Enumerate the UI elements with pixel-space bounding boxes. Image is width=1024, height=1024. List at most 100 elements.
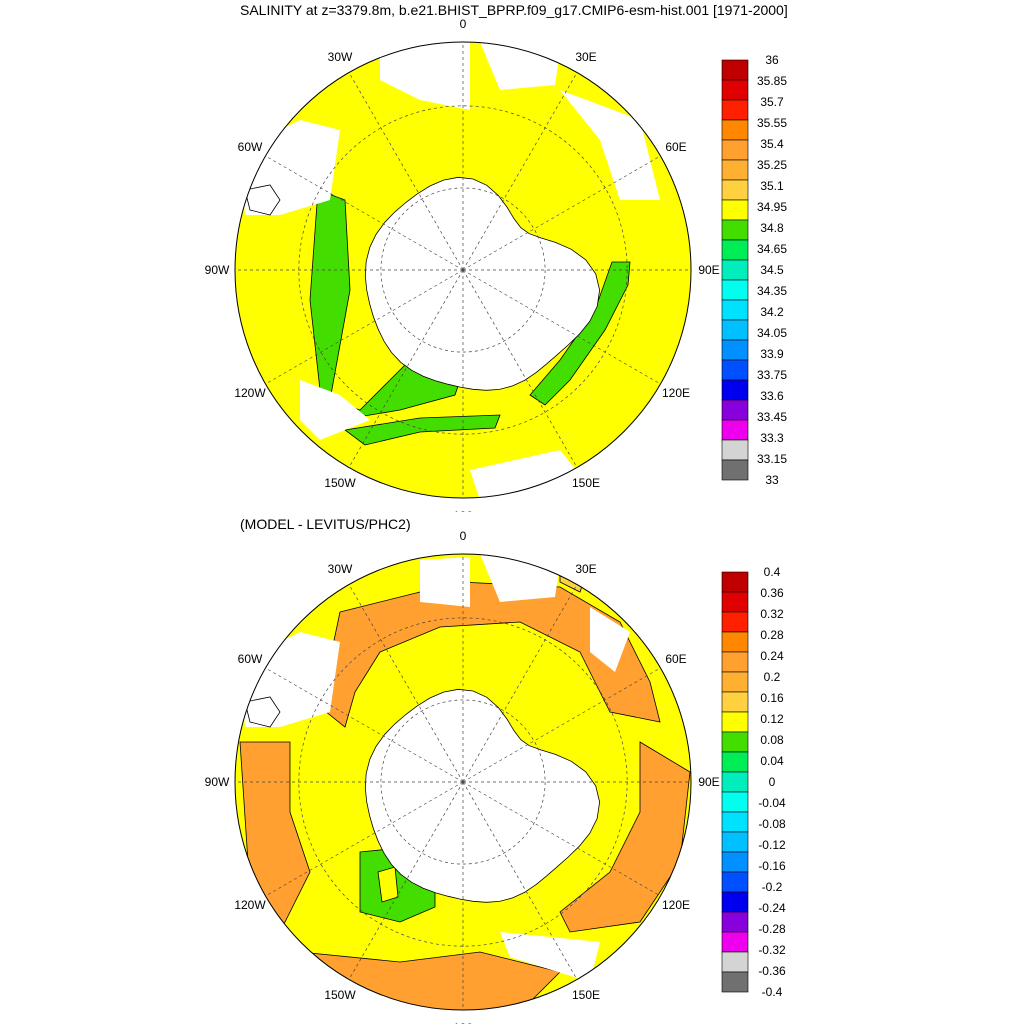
- colorbar-swatch: [721, 931, 749, 953]
- longitude-label: 30W: [328, 562, 353, 576]
- colorbar-swatch: [721, 671, 749, 693]
- colorbar-label: -0.4: [762, 985, 783, 999]
- meridian-line: [462, 781, 661, 897]
- colorbar-swatch: [721, 691, 749, 713]
- colorbar-label: 34.5: [760, 263, 784, 277]
- colorbar-swatch: [721, 631, 749, 653]
- colorbar-swatch: [721, 419, 749, 441]
- meridian-line: [462, 269, 661, 385]
- colorbar-label: 33.75: [757, 368, 787, 382]
- south-america-tip: [244, 696, 281, 728]
- antarctica-landmass: [364, 688, 601, 903]
- no-data-area: [300, 380, 370, 440]
- colorbar-label: 35.1: [760, 179, 784, 193]
- colorbar-swatch: [721, 611, 749, 633]
- colorbar-label: 0.4: [764, 565, 781, 579]
- meridian-line: [462, 781, 578, 980]
- colorbar-swatch: [721, 99, 749, 121]
- colorbar-swatch: [721, 591, 749, 613]
- difference-panel: 0 30E 60E 90E 120E 150E 180 150W 120W 90W 60W 30W 0.…: [0, 512, 1024, 1024]
- colorbar-swatch: [721, 179, 749, 201]
- colorbar-label: 35.4: [760, 137, 784, 151]
- south-america-tip: [244, 184, 281, 216]
- top-title: SALINITY at z=3379.8m, b.e21.BHIST_BPRP.…: [240, 2, 788, 18]
- longitude-label: 90E: [698, 263, 719, 277]
- colorbar-label: 35.85: [757, 74, 787, 88]
- fresh-water-region: [344, 414, 501, 446]
- colorbar-label: 0.24: [760, 649, 784, 663]
- latitude-circle: [380, 187, 546, 353]
- longitude-label: 180: [453, 1021, 473, 1024]
- colorbar-label: 0.32: [760, 607, 784, 621]
- longitude-label: 120E: [662, 898, 690, 912]
- meridian-line: [265, 667, 464, 783]
- colorbar-label: 34.35: [757, 284, 787, 298]
- colorbar-swatch: [721, 139, 749, 161]
- colorbar-label: 34.2: [760, 305, 784, 319]
- colorbar-label: 0: [769, 775, 776, 789]
- colorbar-label: -0.28: [758, 922, 786, 936]
- longitude-label: 120E: [662, 386, 690, 400]
- colorbar-label: 0.28: [760, 628, 784, 642]
- meridian-line: [265, 781, 464, 897]
- colorbar-label: 0.36: [760, 586, 784, 600]
- colorbar-swatch: [721, 299, 749, 321]
- colorbar-swatch: [721, 259, 749, 281]
- colorbar-swatch: [721, 119, 749, 141]
- colorbar-swatch: [721, 731, 749, 753]
- no-data-area: [500, 932, 600, 982]
- map-boundary: [234, 41, 692, 499]
- meridian-line: [265, 155, 464, 271]
- colorbar-swatch: [721, 219, 749, 241]
- meridian-line: [462, 155, 661, 271]
- longitude-label: 30W: [328, 50, 353, 64]
- no-data-area: [380, 42, 470, 110]
- salinity-panel: 0 30E 60E 90E 120E 150E 180 150W 120W 90W 60W 30W 36…: [205, 17, 788, 512]
- colorbar-swatch: [721, 319, 749, 341]
- colorbar-swatch: [721, 79, 749, 101]
- longitude-label: 150E: [572, 988, 600, 1002]
- colorbar-swatch: [721, 279, 749, 301]
- meridian-line: [462, 667, 661, 783]
- longitude-label: 0: [460, 529, 467, 543]
- colorbar-swatch: [721, 199, 749, 221]
- longitude-label: 30E: [575, 50, 596, 64]
- colorbar-swatch: [721, 831, 749, 853]
- colorbar-label: 0.16: [760, 691, 784, 705]
- colorbar-swatch: [721, 651, 749, 673]
- colorbar-label: 33.9: [760, 347, 784, 361]
- colorbar-label: 33: [765, 473, 779, 487]
- colorbar-swatch: [721, 751, 749, 773]
- meridian-line: [462, 269, 578, 468]
- longitude-label: 120W: [234, 386, 266, 400]
- colorbar-label: 35.7: [760, 95, 784, 109]
- positive-anomaly-region: [319, 581, 661, 728]
- longitude-label: 90W: [205, 775, 230, 789]
- meridian-line: [348, 72, 464, 271]
- colorbar-swatch: [721, 851, 749, 873]
- colorbar-swatch: [721, 811, 749, 833]
- longitude-label: 150W: [324, 476, 356, 490]
- longitude-label: 150W: [324, 988, 356, 1002]
- map-boundary: [234, 553, 692, 1011]
- colorbar-label: 33.6: [760, 389, 784, 403]
- longitude-label: 30E: [575, 562, 596, 576]
- colorbar-label: 33.3: [760, 431, 784, 445]
- colorbar-label: -0.16: [758, 859, 786, 873]
- colorbar-swatch: [721, 59, 749, 81]
- longitude-label: 120W: [234, 898, 266, 912]
- colorbar-label: 35.25: [757, 158, 787, 172]
- meridian-line: [265, 269, 464, 385]
- colorbar-label: -0.36: [758, 964, 786, 978]
- colorbar-label: -0.08: [758, 817, 786, 831]
- colorbar-swatch: [721, 911, 749, 933]
- bottom-title: (MODEL - LEVITUS/PHC2): [240, 516, 411, 532]
- colorbar-swatch: [721, 891, 749, 913]
- longitude-label: 180: [453, 509, 473, 512]
- colorbar-swatch: [721, 771, 749, 793]
- colorbar-label: -0.2: [762, 880, 783, 894]
- colorbar-swatch: [721, 711, 749, 733]
- colorbar-label: 0.04: [760, 754, 784, 768]
- colorbar-label: 34.65: [757, 242, 787, 256]
- colorbar-swatch: [721, 339, 749, 361]
